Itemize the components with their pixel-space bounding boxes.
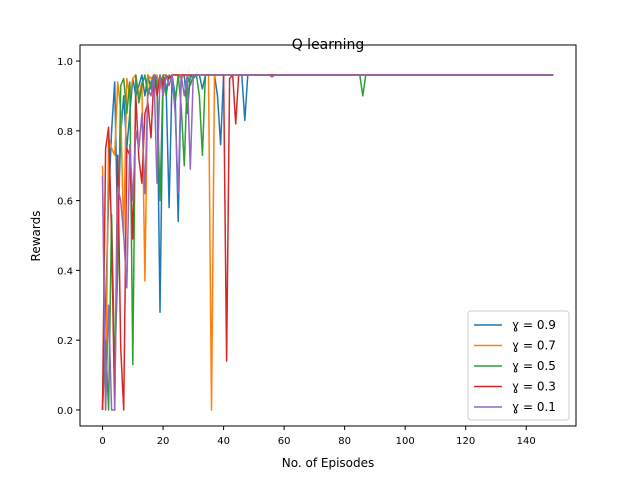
legend: ɣ = 0.9 ɣ = 0.7 ɣ = 0.5 ɣ = 0.3 ɣ = 0.1	[467, 310, 570, 421]
x-tick-label: 60	[278, 436, 291, 447]
x-axis-ticks: 0 20 40 60 80 100 120 140	[99, 426, 536, 447]
y-tick-label: 0.4	[57, 266, 73, 277]
y-tick-label: 0.6	[57, 197, 73, 208]
y-tick-label: 0.2	[57, 336, 73, 347]
y-tick-label: 0.8	[57, 127, 73, 138]
x-axis-label: No. of Episodes	[282, 456, 375, 470]
series-lines	[101, 74, 554, 411]
x-tick-label: 20	[157, 436, 170, 447]
x-tick-label: 40	[217, 436, 230, 447]
legend-label: ɣ = 0.3	[512, 380, 556, 394]
x-tick-label: 140	[517, 436, 536, 447]
legend-label: ɣ = 0.7	[512, 339, 556, 353]
y-axis-ticks: 0.0 0.2 0.4 0.6 0.8 1.0	[57, 57, 80, 417]
x-tick-label: 100	[396, 436, 415, 447]
legend-label: ɣ = 0.1	[512, 400, 556, 414]
x-tick-label: 120	[456, 436, 475, 447]
y-axis-label: Rewards	[29, 211, 43, 262]
plot-frame	[79, 44, 577, 427]
y-tick-label: 1.0	[57, 57, 73, 68]
y-tick-label: 0.0	[57, 406, 73, 417]
legend-box	[467, 310, 570, 421]
legend-label: ɣ = 0.9	[512, 318, 556, 332]
x-tick-label: 0	[99, 436, 105, 447]
x-tick-label: 80	[338, 436, 351, 447]
legend-label: ɣ = 0.5	[512, 359, 556, 373]
series-line-4	[101, 74, 554, 411]
